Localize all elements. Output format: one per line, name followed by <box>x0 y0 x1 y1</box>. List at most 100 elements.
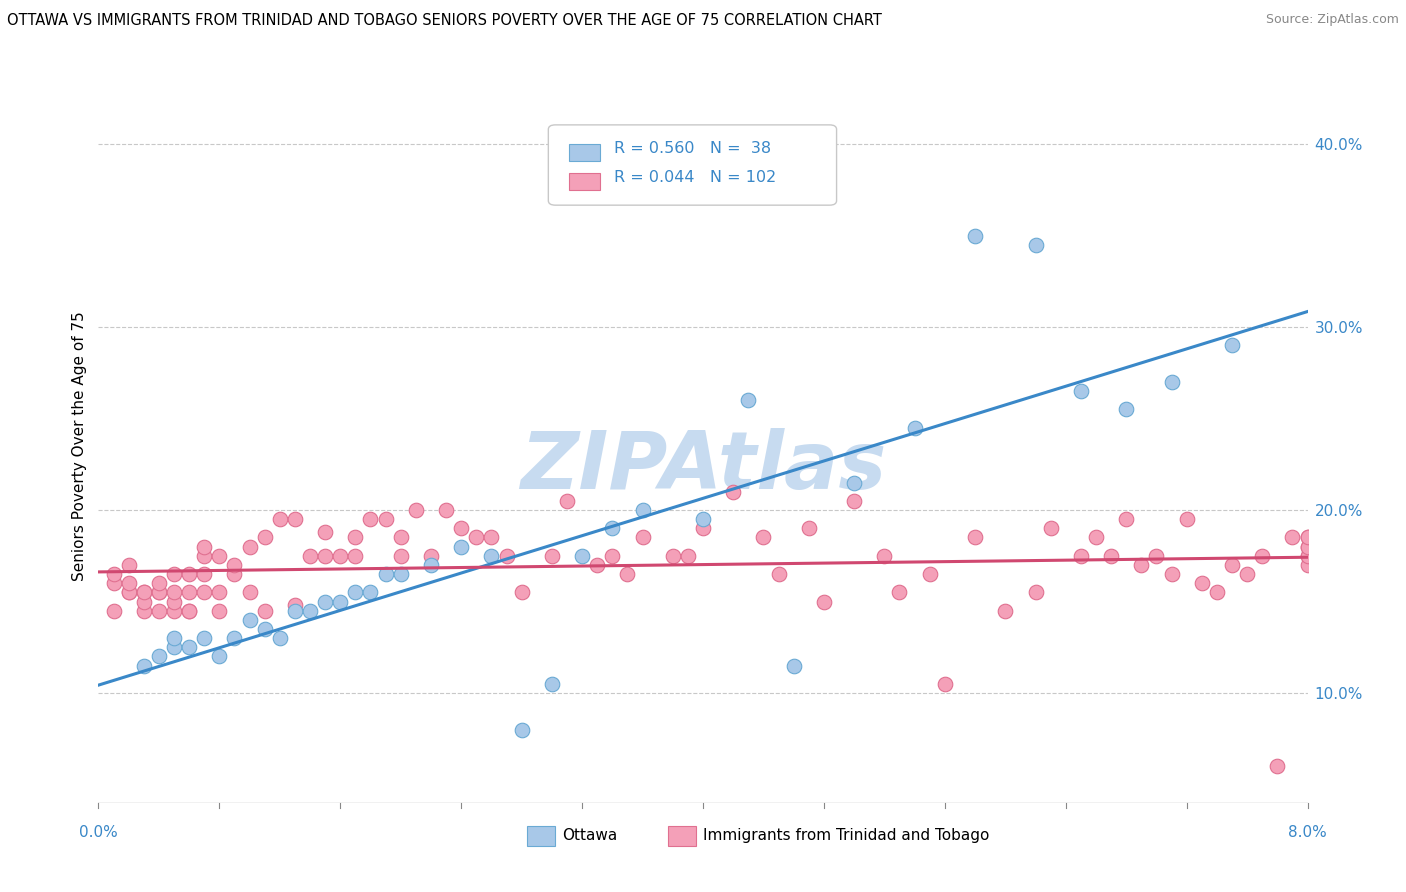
Point <box>224 558 246 572</box>
Text: R = 0.044   N = 102: R = 0.044 N = 102 <box>614 170 776 185</box>
Point <box>179 640 201 655</box>
Point <box>374 512 396 526</box>
Point <box>555 494 578 508</box>
Point <box>571 549 593 563</box>
Point <box>1160 567 1182 582</box>
Text: Immigrants from Trinidad and Tobago: Immigrants from Trinidad and Tobago <box>703 829 990 843</box>
Point <box>602 521 624 535</box>
Point <box>193 567 215 582</box>
Point <box>1296 540 1319 554</box>
Point <box>1296 531 1319 545</box>
Point <box>193 549 215 563</box>
Point <box>118 576 141 591</box>
Point <box>797 521 820 535</box>
Text: Ottawa: Ottawa <box>562 829 617 843</box>
Point <box>179 604 201 618</box>
Point <box>284 604 307 618</box>
Point <box>374 567 396 582</box>
Point <box>692 512 714 526</box>
Point <box>1206 585 1229 599</box>
Point <box>118 558 141 572</box>
Point <box>662 549 685 563</box>
Point <box>132 658 155 673</box>
Point <box>163 604 186 618</box>
Point <box>163 631 186 645</box>
Point <box>269 631 291 645</box>
Point <box>103 604 125 618</box>
Point <box>965 531 987 545</box>
Point <box>692 521 714 535</box>
Point <box>253 604 276 618</box>
Point <box>541 549 564 563</box>
Point <box>541 677 564 691</box>
Point <box>148 649 170 664</box>
Point <box>389 549 412 563</box>
Text: 0.0%: 0.0% <box>79 825 118 839</box>
Point <box>299 549 322 563</box>
Point <box>616 567 638 582</box>
Point <box>1191 576 1213 591</box>
Point <box>389 531 412 545</box>
Point <box>118 585 141 599</box>
Point <box>132 604 155 618</box>
Point <box>314 549 336 563</box>
Point <box>631 503 654 517</box>
Point <box>450 540 472 554</box>
Point <box>1296 558 1319 572</box>
Point <box>510 585 533 599</box>
Point <box>118 585 141 599</box>
Point <box>208 604 231 618</box>
Point <box>132 594 155 608</box>
Point <box>163 567 186 582</box>
Point <box>1175 512 1198 526</box>
Point <box>994 604 1017 618</box>
Point <box>179 604 201 618</box>
Point <box>179 567 201 582</box>
Text: R = 0.560   N =  38: R = 0.560 N = 38 <box>614 142 772 156</box>
Point <box>314 594 336 608</box>
Point <box>329 549 352 563</box>
Text: ZIPAtlas: ZIPAtlas <box>520 428 886 507</box>
Point <box>1115 512 1137 526</box>
Point <box>329 594 352 608</box>
Point <box>510 723 533 737</box>
Point <box>163 640 186 655</box>
Point <box>586 558 609 572</box>
Point <box>934 677 956 691</box>
Point <box>239 585 262 599</box>
Point <box>1025 237 1047 252</box>
Point <box>1025 585 1047 599</box>
Point <box>1220 338 1243 352</box>
Point <box>179 585 201 599</box>
Point <box>481 531 503 545</box>
Point <box>253 622 276 636</box>
Text: Source: ZipAtlas.com: Source: ZipAtlas.com <box>1265 13 1399 27</box>
Point <box>148 585 170 599</box>
Point <box>193 631 215 645</box>
Point <box>103 576 125 591</box>
Point <box>1160 375 1182 389</box>
Point <box>602 549 624 563</box>
Point <box>737 393 759 408</box>
Point <box>360 512 382 526</box>
Point <box>1296 540 1319 554</box>
Point <box>163 585 186 599</box>
Point <box>193 585 215 599</box>
Point <box>314 524 336 539</box>
Point <box>344 531 367 545</box>
Point <box>904 420 927 434</box>
Point <box>1039 521 1062 535</box>
Point <box>889 585 911 599</box>
Point <box>1115 402 1137 417</box>
Text: OTTAWA VS IMMIGRANTS FROM TRINIDAD AND TOBAGO SENIORS POVERTY OVER THE AGE OF 75: OTTAWA VS IMMIGRANTS FROM TRINIDAD AND T… <box>7 13 882 29</box>
Point <box>239 540 262 554</box>
Point <box>193 540 215 554</box>
Point <box>344 549 367 563</box>
Point <box>1281 531 1303 545</box>
Point <box>103 567 125 582</box>
Point <box>1146 549 1168 563</box>
Point <box>148 585 170 599</box>
Point <box>965 228 987 243</box>
Point <box>420 549 443 563</box>
Point <box>389 567 412 582</box>
